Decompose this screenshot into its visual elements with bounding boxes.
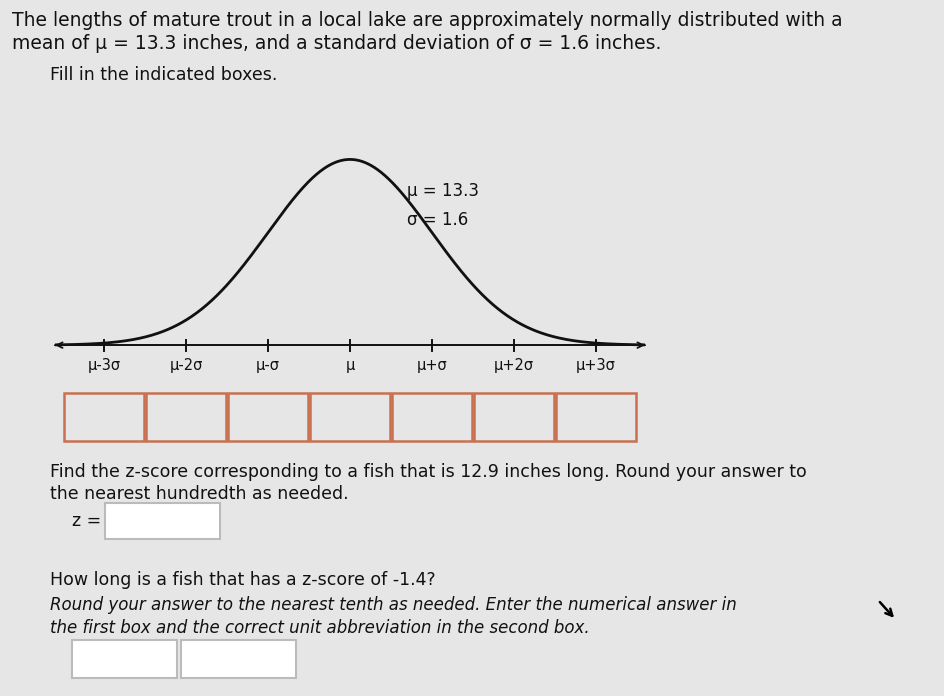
Bar: [72, 640, 177, 678]
Text: the first box and the correct unit abbreviation in the second box.: the first box and the correct unit abbre…: [50, 619, 590, 637]
Text: σ = 1.6: σ = 1.6: [408, 212, 468, 230]
Text: z =: z =: [72, 512, 101, 530]
Bar: [228, 393, 309, 441]
Text: μ: μ: [346, 358, 355, 373]
Text: μ+2σ: μ+2σ: [494, 358, 534, 373]
Text: The lengths of mature trout in a local lake are approximately normally distribut: The lengths of mature trout in a local l…: [12, 11, 843, 30]
Text: Fill in the indicated boxes.: Fill in the indicated boxes.: [50, 66, 278, 84]
Text: μ = 13.3: μ = 13.3: [408, 182, 480, 200]
Text: μ-3σ: μ-3σ: [88, 358, 121, 373]
Bar: [310, 393, 390, 441]
Text: the nearest hundredth as needed.: the nearest hundredth as needed.: [50, 485, 348, 503]
Bar: [105, 503, 220, 539]
Text: μ-σ: μ-σ: [256, 358, 280, 373]
Text: μ+3σ: μ+3σ: [576, 358, 615, 373]
Text: μ+σ: μ+σ: [416, 358, 447, 373]
Bar: [181, 640, 296, 678]
Bar: [64, 393, 144, 441]
Bar: [145, 393, 227, 441]
Bar: [555, 393, 636, 441]
Bar: [392, 393, 472, 441]
Bar: [474, 393, 554, 441]
Text: mean of μ = 13.3 inches, and a standard deviation of σ = 1.6 inches.: mean of μ = 13.3 inches, and a standard …: [12, 34, 662, 53]
Text: μ-2σ: μ-2σ: [169, 358, 203, 373]
Text: How long is a fish that has a z-score of -1.4?: How long is a fish that has a z-score of…: [50, 571, 435, 589]
Text: Round your answer to the nearest tenth as needed. Enter the numerical answer in: Round your answer to the nearest tenth a…: [50, 596, 736, 614]
Text: Find the z-score corresponding to a fish that is 12.9 inches long. Round your an: Find the z-score corresponding to a fish…: [50, 463, 807, 481]
